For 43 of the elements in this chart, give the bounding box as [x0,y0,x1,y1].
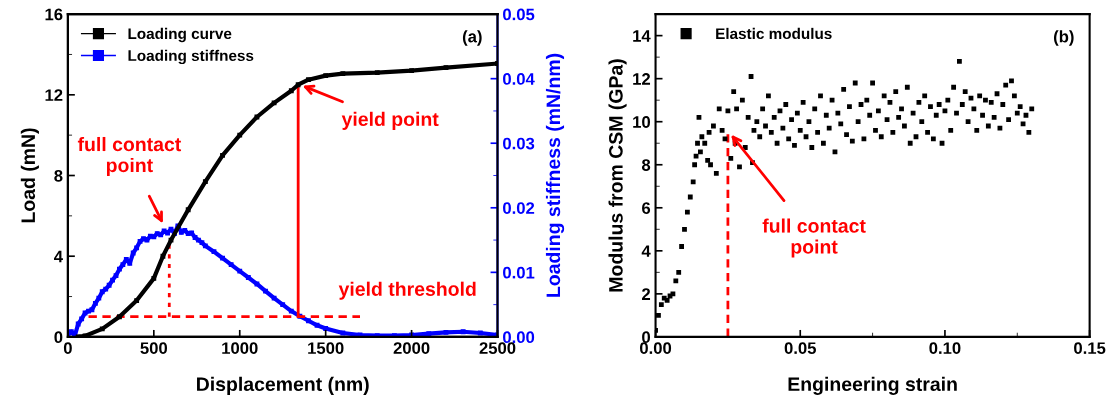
annotation: yield point [341,111,439,130]
annotation: (a) [462,30,482,46]
x-tick-label: 0.10 [929,342,961,355]
y-tick-label: 0 [642,331,651,344]
y-tick-label: 6 [642,202,651,214]
y-tick-label: 14 [633,30,651,42]
y-axis-title: Modulus from CSM (GPa) [608,59,627,292]
x-tick-label: 1000 [222,342,258,355]
y-tick-label: 12 [633,73,651,85]
y-tick-label: 16 [45,8,63,21]
x-axis-title: Displacement (nm) [197,376,369,395]
y2-tick-label: 0.02 [503,202,535,214]
annotation: full contact point [762,218,866,258]
y-tick-label: 0 [54,331,63,344]
y-tick-label: 8 [54,169,63,182]
annotation: full contact point [77,136,182,177]
y-axis-title: Load (mN) [20,128,39,223]
y-tick-label: 10 [633,116,651,128]
annotation: yield threshold [338,281,476,300]
x-tick-label: 0.05 [784,342,816,355]
y2-tick-label: 0.03 [503,137,535,150]
x-tick-label: 0 [63,342,72,355]
x-tick-label: 2000 [393,342,430,355]
y2-tick-label: 0.00 [503,331,535,344]
x-tick-label: 500 [140,342,168,355]
x-tick-label: 0.00 [640,342,672,355]
x-tick-label: 0.15 [1074,342,1106,355]
legend-label: Loading stiffness [128,49,254,65]
y2-axis-title: Loading stiffness (mN/nm) [545,53,565,297]
y-tick-label: 8 [641,159,651,171]
y2-tick-label: 0.01 [503,266,535,279]
legend-label: Elastic modulus [716,27,832,40]
y2-tick-label: 0.04 [503,73,535,85]
x-tick-label: 2500 [479,342,516,355]
y-tick-label: 4 [641,245,651,257]
legend-label: Loading curve [128,27,232,43]
y-tick-label: 12 [45,89,63,101]
x-tick-label: 1500 [308,342,344,355]
y-tick-label: 2 [642,288,651,300]
annotation: (b) [1053,30,1074,46]
y2-tick-label: 0.05 [503,8,535,21]
y-tick-label: 4 [54,250,63,263]
x-axis-title: Engineering strain [788,376,957,395]
